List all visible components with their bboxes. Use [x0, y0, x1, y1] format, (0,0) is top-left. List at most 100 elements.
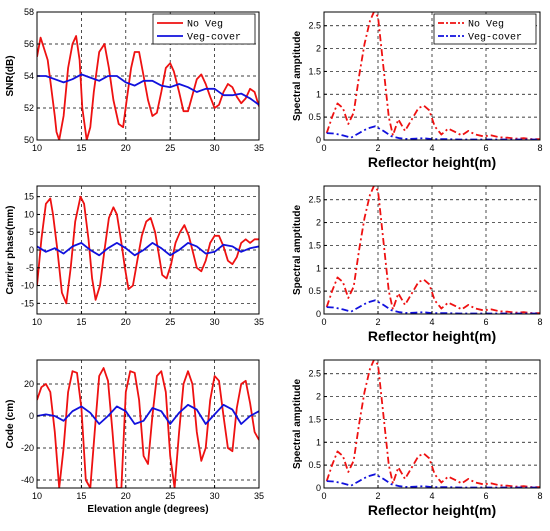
y-tick-label: 52 — [24, 103, 34, 113]
y-tick-label: 50 — [24, 135, 34, 145]
y-tick-label: 2 — [316, 44, 321, 54]
y-tick-label: 0 — [316, 135, 321, 145]
x-axis-label: Elevation angle (degrees) — [87, 504, 208, 515]
series-line-no-veg — [325, 360, 540, 488]
x-tick-label: 15 — [76, 317, 86, 327]
legend-box — [433, 13, 537, 45]
y-tick-label: -5 — [26, 263, 34, 273]
series-line-no-veg — [325, 12, 540, 140]
x-tick-label: 10 — [32, 491, 42, 501]
series-line-no-veg — [37, 35, 259, 140]
x-tick-label: 8 — [537, 491, 542, 501]
x-tick-label: 10 — [32, 317, 42, 327]
panel-carrier_spectrum: 0 2 4 6 8 0 0.5 1 1.5 2 2.5 Spectral amptitude Refle… — [292, 185, 543, 344]
x-tick-label: 4 — [429, 317, 434, 327]
x-tick-label: 30 — [210, 491, 220, 501]
series-line-veg-cover — [326, 299, 540, 314]
x-axis-label: Reflector height(m) — [368, 502, 496, 518]
y-tick-label: 15 — [24, 192, 34, 202]
panel-carrier: 10 15 20 25 30 35 -15 -10 -5 0 5 10 15 Carrier phase(… — [5, 185, 264, 327]
y-tick-label: 5 — [29, 227, 34, 237]
x-tick-label: 0 — [321, 317, 326, 327]
y-tick-label: 54 — [24, 71, 34, 81]
x-tick-label: 4 — [429, 491, 434, 501]
y-tick-label: 10 — [24, 209, 34, 219]
x-tick-label: 20 — [121, 317, 131, 327]
x-tick-label: 2 — [375, 491, 380, 501]
y-tick-label: 2 — [316, 392, 321, 402]
x-tick-label: 30 — [210, 143, 220, 153]
axes-frame — [36, 359, 260, 489]
series-line-no-veg — [37, 195, 259, 305]
y-tick-label: 2.5 — [308, 369, 321, 379]
y-axis-label: Carrier phase(mm) — [5, 206, 16, 295]
y-tick-label: 0.5 — [308, 460, 321, 470]
y-tick-label: 20 — [24, 379, 34, 389]
legend-box — [152, 13, 256, 45]
x-tick-label: 25 — [165, 143, 175, 153]
x-tick-label: 0 — [321, 491, 326, 501]
x-axis-label: Reflector height(m) — [368, 328, 496, 344]
y-tick-label: -10 — [21, 281, 34, 291]
y-tick-label: 56 — [24, 39, 34, 49]
x-tick-label: 15 — [76, 143, 86, 153]
x-tick-label: 25 — [165, 491, 175, 501]
y-tick-label: 1 — [316, 263, 321, 273]
y-tick-label: 0.5 — [308, 112, 321, 122]
x-tick-label: 4 — [429, 143, 434, 153]
y-axis-label: SNR(dB) — [5, 55, 16, 96]
series-line-veg-cover — [326, 473, 540, 488]
x-tick-label: 10 — [32, 143, 42, 153]
legend: No Veg Veg-cover — [152, 13, 256, 45]
series-line-no-veg — [325, 186, 540, 314]
x-tick-label: 20 — [121, 143, 131, 153]
legend-label: Veg-cover — [468, 33, 522, 44]
legend-label: No Veg — [468, 20, 504, 31]
panel-code: 10 15 20 25 30 35 -40 -20 0 20 Code (cm) Elevation … — [5, 359, 264, 515]
y-tick-label: 1 — [316, 89, 321, 99]
x-axis-label: Reflector height(m) — [368, 154, 496, 170]
y-tick-label: 0.5 — [308, 286, 321, 296]
y-tick-label: 58 — [24, 7, 34, 17]
y-axis-label: Spectral amptitude — [292, 379, 303, 469]
panel-code_spectrum: 0 2 4 6 8 0 0.5 1 1.5 2 2.5 Spectral amptitude Refle… — [292, 359, 543, 518]
series-line-no-veg — [37, 367, 259, 488]
series-line-veg-cover — [326, 125, 540, 140]
y-axis-label: Spectral amptitude — [292, 205, 303, 295]
y-tick-label: 2.5 — [308, 21, 321, 31]
x-tick-label: 25 — [165, 317, 175, 327]
y-tick-label: 0 — [29, 411, 34, 421]
y-tick-label: 0 — [316, 483, 321, 493]
series-line-veg-cover — [37, 403, 259, 425]
x-tick-label: 35 — [254, 491, 264, 501]
x-tick-label: 6 — [483, 317, 488, 327]
x-tick-label: 6 — [483, 491, 488, 501]
y-tick-label: 1 — [316, 437, 321, 447]
y-tick-label: 0 — [316, 309, 321, 319]
panel-snr_spectrum: 0 2 4 6 8 0 0.5 1 1.5 2 2.5 Spectral amptitude Refle… — [292, 11, 543, 170]
y-axis-label: Spectral amptitude — [292, 31, 303, 121]
x-tick-label: 35 — [254, 143, 264, 153]
y-tick-label: -40 — [21, 475, 34, 485]
legend-label: No Veg — [187, 20, 223, 31]
legend: No Veg Veg-cover — [433, 13, 537, 45]
y-tick-label: 1.5 — [308, 240, 321, 250]
y-tick-label: 1.5 — [308, 66, 321, 76]
x-tick-label: 15 — [76, 491, 86, 501]
series-line-veg-cover — [37, 73, 259, 106]
x-tick-label: 35 — [254, 317, 264, 327]
series-line-veg-cover — [37, 241, 259, 257]
legend-label: Veg-cover — [187, 33, 241, 44]
y-tick-label: -15 — [21, 298, 34, 308]
x-tick-label: 2 — [375, 317, 380, 327]
x-tick-label: 20 — [121, 491, 131, 501]
x-tick-label: 30 — [210, 317, 220, 327]
y-tick-label: 1.5 — [308, 414, 321, 424]
y-tick-label: -20 — [21, 443, 34, 453]
y-tick-label: 0 — [29, 245, 34, 255]
x-tick-label: 8 — [537, 143, 542, 153]
x-tick-label: 8 — [537, 317, 542, 327]
x-tick-label: 0 — [321, 143, 326, 153]
x-tick-label: 6 — [483, 143, 488, 153]
